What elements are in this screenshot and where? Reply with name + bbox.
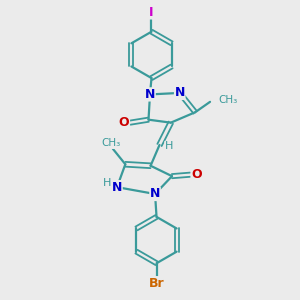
Text: N: N	[150, 188, 160, 200]
Text: CH₃: CH₃	[102, 139, 121, 148]
Text: N: N	[175, 86, 185, 99]
Text: N: N	[145, 88, 155, 101]
Text: CH₃: CH₃	[218, 95, 238, 105]
Text: O: O	[191, 168, 202, 181]
Text: H: H	[165, 141, 173, 152]
Text: O: O	[119, 116, 130, 129]
Text: I: I	[149, 6, 154, 19]
Text: H: H	[103, 178, 112, 188]
Text: Br: Br	[149, 277, 164, 290]
Text: N: N	[112, 181, 122, 194]
